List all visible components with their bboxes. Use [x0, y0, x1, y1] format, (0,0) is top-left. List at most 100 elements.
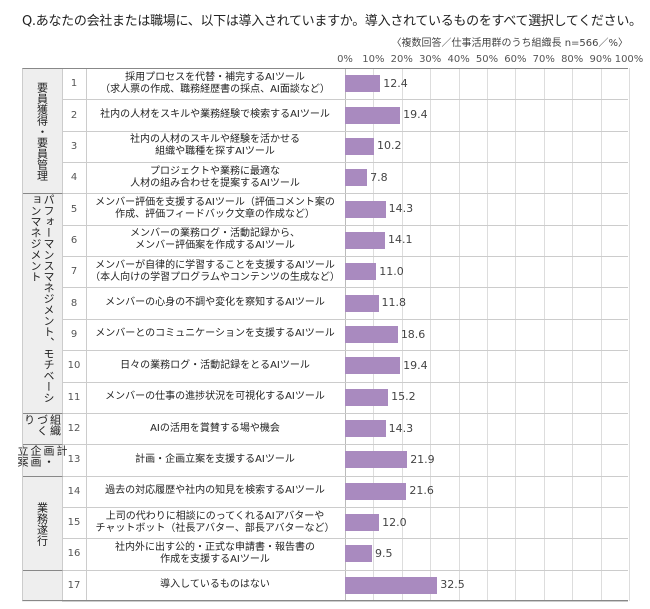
row-number: 12 — [62, 412, 87, 445]
data-label: 9.5 — [374, 546, 393, 560]
row-number: 15 — [62, 506, 87, 539]
section-label: 組織づくり — [22, 412, 63, 446]
data-label: 21.6 — [409, 484, 434, 498]
data-label: 12.0 — [382, 515, 407, 529]
row-label: 上司の代わりに相談にのってくれるAIアバターや チャットボット（社長アバター、部… — [95, 510, 335, 534]
row-label: メンバーの心身の不調や変化を察知するAIツール — [105, 297, 325, 309]
row-number: 4 — [62, 162, 87, 194]
table-row: 1 採用プロセスを代替・補完するAIツール （求人票の作成、職務経歴書の採点、AI… — [62, 68, 628, 101]
table-row: 15 上司の代わりに相談にのってくれるAIアバターや チャットボット（社長アバター… — [62, 506, 628, 540]
row-label: 社内の人材のスキルや経験を活かせる 組織や職種を探すAIツール — [130, 134, 300, 158]
row-label: 採用プロセスを代替・補完するAIツール （求人票の作成、職務経歴書の採点、AI面… — [100, 71, 330, 95]
row-number: 7 — [62, 256, 87, 288]
data-label: 14.3 — [388, 202, 414, 216]
row-number: 11 — [62, 381, 87, 413]
bar — [345, 451, 408, 469]
data-label: 11.8 — [381, 296, 407, 310]
bar — [345, 169, 368, 187]
section-label-text: 要員獲得・要員管理 — [35, 82, 49, 182]
section-label-text: 業務遂行 — [35, 501, 49, 546]
table-row: 10 日々の業務ログ・活動記録をとるAIツール — [62, 350, 628, 383]
row-number: 10 — [62, 350, 87, 382]
table-row: 5 メンバー評価を支援するAIツール（評価コメント案の 作成、評価フィードバック文… — [62, 193, 628, 226]
data-label: 15.2 — [391, 390, 416, 404]
row-number: 14 — [62, 475, 87, 507]
row-label: プロジェクトや業務に最適な 人材の組み合わせを提案するAIツール — [130, 165, 300, 189]
row-number: 9 — [62, 318, 87, 351]
bar — [345, 106, 401, 124]
table-row: 4 プロジェクトや業務に最適な 人材の組み合わせを提案するAIツール — [62, 162, 628, 195]
section-label-text: 計画・企画立案 — [16, 445, 68, 468]
chart-title: Q.あなたの会社または職場に、以下は導入されていますか。導入されているものをすべ… — [22, 14, 642, 29]
row-number: 6 — [62, 224, 87, 257]
gridline — [543, 68, 545, 601]
row-label: AIの活用を賞賛する場や機会 — [150, 422, 280, 434]
data-label: 19.4 — [403, 108, 428, 122]
bar — [345, 576, 438, 594]
section-label-text: パフォーマンスマネジメント、モチベーションマネジメント — [29, 194, 55, 404]
table-row: 16 社内外に出す公的・正式な申請書・報告書の 作成を支援するAIツール — [62, 538, 628, 571]
bar — [345, 326, 398, 343]
table-row: 2 社内の人材をスキルや業務経験で検索するAIツール — [62, 99, 628, 132]
table-row: 11 メンバーの仕事の進捗状況を可視化するAIツール — [62, 381, 628, 414]
data-label: 14.1 — [388, 233, 413, 247]
sample-note: 〈複数回答／仕事活用群のうち組織長 n=566／%〉 — [391, 38, 628, 49]
gridline — [572, 68, 574, 601]
bar — [345, 294, 379, 312]
data-label: 7.8 — [370, 170, 388, 184]
bar — [345, 200, 386, 218]
tick-label: 60% — [504, 54, 527, 65]
table-row: 8 メンバーの心身の不調や変化を察知するAIツール — [62, 287, 628, 320]
bar — [345, 231, 386, 249]
row-label: 日々の業務ログ・活動記録をとるAIツール — [120, 359, 310, 371]
row-number: 1 — [62, 68, 87, 100]
gridline — [487, 68, 488, 601]
bar — [345, 75, 381, 93]
table-row: 13 計画・企画立案を支援するAIツール — [62, 444, 628, 477]
table-row: 3 社内の人材のスキルや経験を活かせる 組織や職種を探すAIツール — [62, 130, 628, 164]
data-label: 11.0 — [379, 264, 404, 278]
tick-label: 30% — [419, 54, 442, 65]
tick-label: 100% — [614, 54, 644, 65]
table-row: 9 メンバーとのコミュニケーションを支援するAIツール — [62, 318, 628, 352]
tick-label: 10% — [362, 54, 385, 65]
tick-label: 50% — [475, 54, 499, 65]
row-label: 過去の対応履歴や社内の知見を検索するAIツール — [105, 485, 325, 497]
data-label: 12.4 — [383, 76, 408, 90]
data-label: 21.9 — [410, 452, 435, 466]
row-label: 計画・企画立案を支援するAIツール — [135, 453, 295, 465]
row-label: メンバーの仕事の進捗状況を可視化するAIツール — [105, 391, 325, 403]
row-number: 16 — [62, 538, 87, 570]
table-row: 6 メンバーの業務ログ・活動記録から、 メンバー評価案を作成するAIツール — [62, 224, 628, 258]
tick-label: 0% — [337, 54, 353, 65]
data-label: 32.5 — [440, 578, 465, 592]
bar — [345, 514, 380, 532]
table-row: 12 AIの活用を賞賛する場や機会 — [62, 412, 628, 446]
section-label — [22, 569, 63, 602]
table-row: 7 メンバーが自律的に学習することを支援するAIツール （本人向けの学習プログラム… — [62, 256, 628, 289]
bar — [345, 137, 374, 155]
row-label: メンバーとのコミュニケーションを支援するAIツール — [95, 328, 335, 340]
row-number: 2 — [62, 99, 87, 131]
row-number: 5 — [62, 193, 87, 225]
tick-label: 40% — [447, 54, 470, 65]
table-row: 14 過去の対応履歴や社内の知見を検索するAIツール — [62, 475, 628, 508]
section-label: 要員獲得・要員管理 — [22, 68, 63, 195]
bar — [345, 357, 401, 375]
row-label: 社内の人材をスキルや業務経験で検索するAIツール — [100, 109, 330, 121]
bar — [345, 420, 386, 438]
section-label: パフォーマンスマネジメント、モチベーションマネジメント — [22, 193, 63, 414]
row-label: 社内外に出す公的・正式な申請書・報告書の 作成を支援するAIツール — [115, 541, 315, 565]
gridline — [600, 68, 602, 601]
gridline — [401, 68, 403, 601]
bar — [345, 482, 407, 500]
row-label: メンバーの業務ログ・活動記録から、 メンバー評価案を作成するAIツール — [130, 228, 300, 252]
tick-label: 90% — [589, 54, 612, 65]
tick-label: 20% — [390, 54, 413, 65]
tick-label: 70% — [532, 54, 555, 65]
bar — [345, 388, 389, 406]
row-number: 13 — [62, 444, 87, 476]
gridline — [629, 68, 630, 601]
row-number: 3 — [62, 130, 87, 163]
